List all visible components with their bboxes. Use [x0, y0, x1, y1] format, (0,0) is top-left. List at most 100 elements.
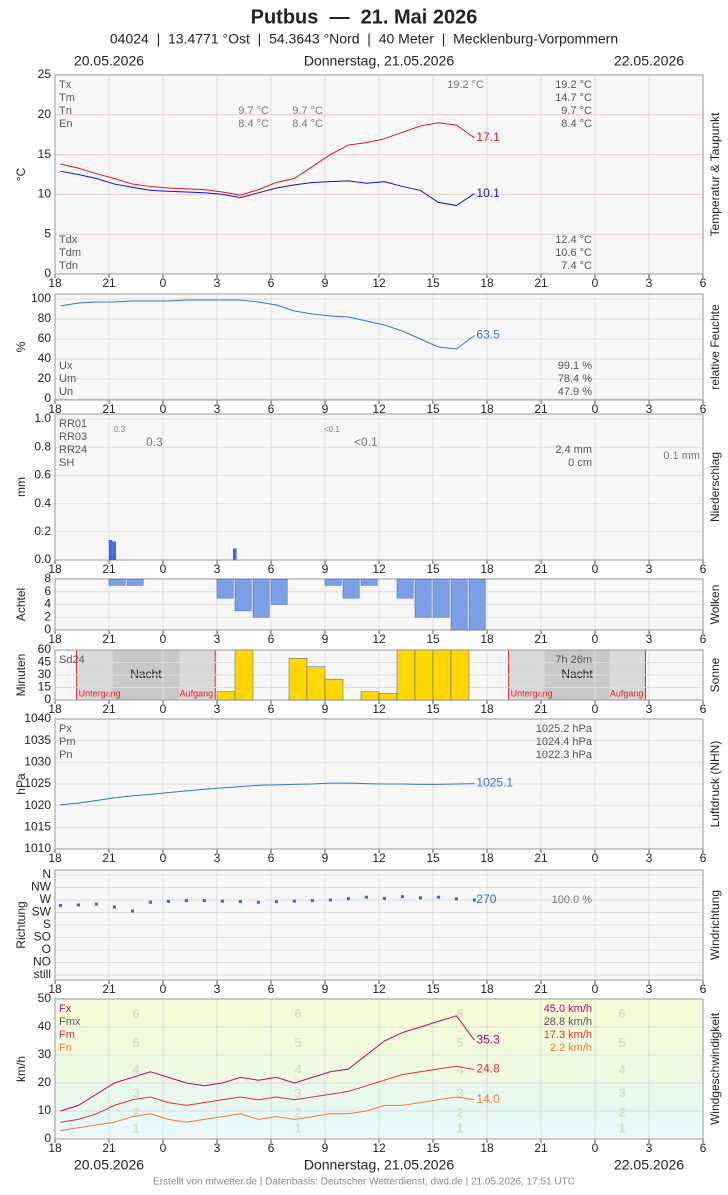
beaufort-label: 1: [618, 1121, 625, 1136]
bar: [216, 578, 234, 599]
beaufort-label: 3: [294, 1086, 301, 1101]
y-tick-label: 30: [38, 667, 52, 681]
y-tick-label: 1040: [24, 711, 51, 725]
point: [292, 899, 296, 903]
footer: Erstellt von mtwetter.de | Datenbasis: D…: [153, 1177, 575, 1188]
annotation: 8.4 °C: [292, 118, 323, 130]
stat-label: Pn: [59, 749, 72, 761]
x-tick-label: 21: [534, 1141, 548, 1155]
stat-value: 19.2 °C: [555, 79, 592, 91]
x-tick-label: 18: [480, 402, 494, 416]
y-tick-label: W: [40, 892, 52, 906]
bar: [108, 540, 113, 561]
x-tick-label: 0: [592, 982, 599, 996]
point: [382, 896, 386, 900]
beaufort-label: 1: [456, 1121, 463, 1136]
y-axis-label: %: [14, 341, 28, 352]
x-tick-label: 9: [322, 632, 329, 646]
x-tick-label: 18: [480, 632, 494, 646]
point: [202, 899, 206, 903]
x-tick-label: 12: [372, 851, 386, 865]
x-tick-label: 21: [534, 402, 548, 416]
bar: [234, 649, 254, 701]
night-label: Nacht: [130, 667, 162, 681]
stat-label: Fm: [59, 1029, 75, 1041]
x-tick-label: 15: [426, 851, 440, 865]
x-tick-label: 18: [480, 562, 494, 576]
bar: [360, 691, 380, 701]
line: [60, 1015, 475, 1112]
x-tick-label: 3: [646, 982, 653, 996]
beaufort-label: 4: [618, 1062, 626, 1077]
y-tick-label: O: [42, 942, 51, 956]
x-tick-label: 21: [534, 851, 548, 865]
x-tick-label: 21: [534, 276, 548, 290]
x-tick-label: 18: [480, 702, 494, 716]
x-tick-label: 6: [700, 402, 707, 416]
end-label: 14.0: [476, 1092, 500, 1106]
stat-value: 10.6 °C: [555, 247, 592, 259]
y-tick-label: 0: [44, 266, 51, 280]
date-right: 22.05.2026: [614, 1157, 684, 1173]
y-tick-label: 0.6: [34, 468, 51, 482]
beaufort-label: 3: [618, 1086, 625, 1101]
x-tick-label: 21: [102, 562, 116, 576]
x-tick-label: 18: [480, 851, 494, 865]
y-tick-label: N: [42, 867, 51, 881]
y-tick-label: S: [43, 917, 51, 931]
sunrise-label: Aufgang: [610, 688, 644, 698]
sunset-label: Untergang: [79, 688, 121, 698]
end-label: 1025.1: [476, 776, 513, 790]
end-label: 24.8: [476, 1062, 500, 1076]
side-label: Temperatur & Taupunkt: [708, 112, 722, 237]
beaufort-label: 5: [132, 1035, 139, 1050]
stat-label: Fmx: [59, 1016, 81, 1028]
end-label: 270: [476, 892, 496, 906]
x-tick-label: 0: [160, 1141, 167, 1155]
y-tick-label: 1035: [24, 733, 51, 747]
stat-value: 1022.3 hPa: [536, 749, 593, 761]
y-tick-label: NO: [33, 955, 51, 969]
x-tick-label: 18: [480, 982, 494, 996]
x-tick-label: 0: [160, 851, 167, 865]
x-tick-label: 6: [700, 851, 707, 865]
x-tick-label: 15: [426, 982, 440, 996]
y-axis-label: km/h: [14, 1056, 28, 1082]
x-tick-label: 6: [700, 1141, 707, 1155]
point: [436, 895, 440, 899]
y-tick-label: 1015: [24, 820, 51, 834]
point: [454, 897, 458, 901]
side-label: Luftdruck (NHN): [708, 741, 722, 828]
subtitle: 04024 | 13.4771 °Ost | 54.3643 °Nord | 4…: [110, 31, 618, 47]
end-label: 17.1: [476, 130, 500, 144]
stat-value: 28.8 km/h: [544, 1016, 592, 1028]
y-tick-label: 1030: [24, 755, 51, 769]
beaufort-label: 6: [132, 1006, 139, 1021]
x-tick-label: 21: [534, 632, 548, 646]
point: [58, 904, 62, 908]
x-tick-label: 0: [160, 276, 167, 290]
y-tick-label: 25: [38, 67, 52, 81]
y-axis-label: °C: [14, 167, 28, 181]
stat-value: 45.0 km/h: [544, 1003, 592, 1015]
line: [60, 122, 475, 196]
y-tick-label: 4: [44, 597, 51, 611]
x-tick-label: 0: [592, 702, 599, 716]
y-tick-label: 50: [38, 991, 52, 1005]
stat-value: 47.9 %: [558, 386, 592, 398]
point: [166, 899, 170, 903]
end-label: 63.5: [476, 328, 500, 342]
bar: [396, 578, 414, 599]
point: [274, 900, 278, 904]
x-tick-label: 18: [48, 851, 62, 865]
y-tick-label: 0: [44, 692, 51, 706]
sunset-label: Untergang: [511, 688, 553, 698]
stat-value: 2.4 mm: [555, 444, 592, 456]
bar: [324, 678, 344, 701]
beaufort-label: 2: [132, 1105, 139, 1120]
beaufort-label: 5: [618, 1035, 625, 1050]
bar: [324, 578, 342, 586]
side-label: Sonne: [708, 657, 722, 692]
x-tick-label: 3: [646, 702, 653, 716]
